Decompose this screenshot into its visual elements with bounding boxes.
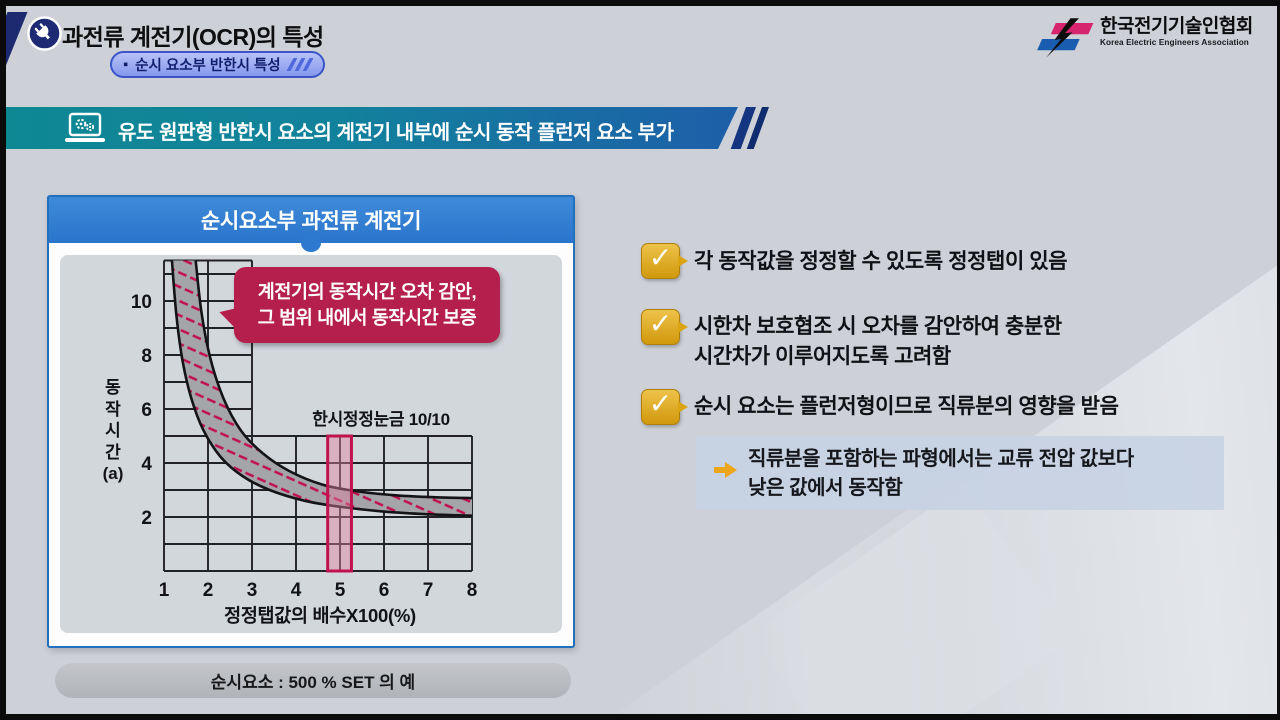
frame-border: [0, 0, 1280, 6]
section-banner: 유도 원판형 반한시 요소의 계전기 내부에 순시 동작 플런저 요소 부가: [0, 107, 738, 149]
note-text: 직류분을 포함하는 파형에서는 교류 전압 값보다 낮은 값에서 동작함: [748, 448, 1134, 499]
check-icon: ✓: [641, 242, 688, 279]
check-icon: ✓: [641, 308, 688, 345]
callout-bubble: 계전기의 동작시간 오차 감안, 그 범위 내에서 동작시간 보증: [234, 267, 500, 343]
x-axis-label: 정정탭값의 배수X100(%): [224, 605, 416, 626]
badge-label: 순시 요소부 반한시 특성: [135, 58, 281, 74]
frame-border: [0, 714, 1280, 720]
svg-text:5: 5: [335, 580, 346, 601]
svg-text:2: 2: [203, 580, 214, 601]
logo-text: 한국전기기술인협회 Korea Electric Engineers Assoc…: [1100, 16, 1253, 47]
callout-line: 그 범위 내에서 동작시간 보증: [257, 307, 477, 328]
lightning-bolt-logo-icon: [1037, 18, 1094, 58]
bullet-text: 시한차 보호협조 시 오차를 감안하여 충분한 시간차가 이루어지도록 고려함: [694, 315, 1062, 368]
panel-header-notch: [301, 234, 321, 252]
power-plug-icon: [27, 16, 62, 51]
badge-slashes-decoration: [286, 58, 314, 71]
svg-text:6: 6: [141, 400, 152, 421]
svg-text:4: 4: [291, 580, 302, 601]
frame-border: [0, 0, 6, 720]
dc-component-note: 직류분을 포함하는 파형에서는 교류 전압 값보다 낮은 값에서 동작함: [696, 436, 1224, 510]
badge-bullet: ▪: [123, 56, 129, 73]
laptop-gear-icon: [62, 112, 108, 145]
bullet-text: 순시 요소는 플런저형이므로 직류분의 영향을 받음: [694, 395, 1119, 418]
logo-name-korean: 한국전기기술인협회: [1100, 16, 1253, 37]
section-banner-title: 유도 원판형 반한시 요소의 계전기 내부에 순시 동작 플런저 요소 부가: [118, 122, 674, 144]
logo-name-english: Korea Electric Engineers Association: [1100, 38, 1249, 47]
organization-logo: 한국전기기술인협회 Korea Electric Engineers Assoc…: [1032, 16, 1253, 60]
svg-text:2: 2: [141, 508, 152, 529]
bullet-text: 각 동작값을 정정할 수 있도록 정정탭이 있음: [694, 250, 1068, 273]
svg-text:3: 3: [247, 580, 258, 601]
relay-chart-panel: 순시요소부 과전류 계전기 1 2 3 4 5 6 7 8 2 4 6 8 10 동 작 시 간 (a) 정정탭…: [47, 195, 575, 648]
svg-text:1: 1: [159, 580, 170, 601]
page-title: 과전류 계전기(OCR)의 특성: [62, 24, 324, 50]
callout-line: 계전기의 동작시간 오차 감안,: [257, 281, 477, 302]
svg-text:8: 8: [141, 346, 152, 367]
characteristic-chart: 1 2 3 4 5 6 7 8 2 4 6 8 10 동 작 시 간 (a) 정정탭값의 배수X100(%) 한…: [60, 255, 562, 633]
svg-text:4: 4: [141, 454, 152, 475]
y-axis-label: 동 작 시 간 (a): [102, 378, 124, 483]
background-streak: [547, 474, 1073, 720]
check-icon: ✓: [641, 388, 688, 425]
subtopic-badge: ▪ 순시 요소부 반한시 특성: [110, 51, 325, 78]
chart-caption-pill: 순시요소 : 500 % SET 의 예: [55, 663, 571, 698]
svg-text:6: 6: [379, 580, 390, 601]
svg-text:7: 7: [423, 580, 434, 601]
time-dial-annotation: 한시정정눈금 10/10: [312, 410, 450, 429]
svg-text:10: 10: [131, 292, 152, 313]
arrow-right-icon: [714, 462, 738, 478]
chart-canvas: 1 2 3 4 5 6 7 8 2 4 6 8 10: [131, 259, 478, 601]
svg-text:8: 8: [467, 580, 478, 601]
